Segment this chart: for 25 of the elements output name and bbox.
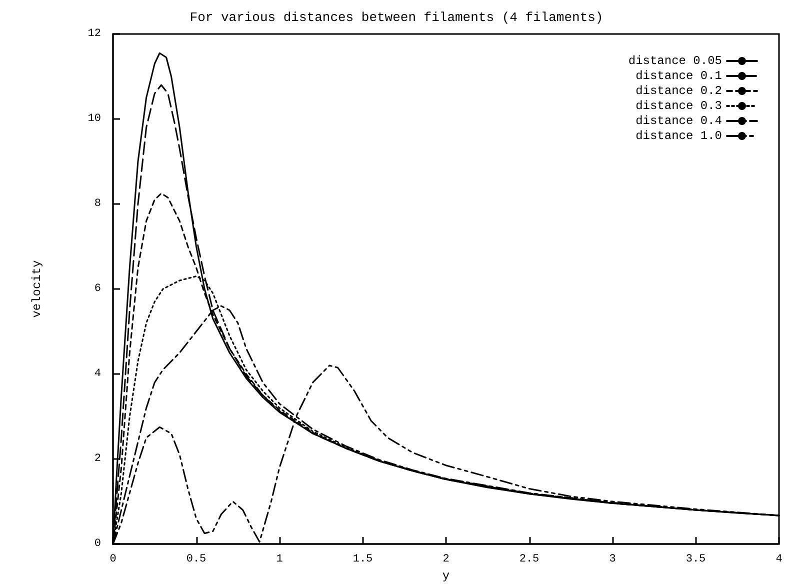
x-tick-label: 2.5 xyxy=(519,554,540,566)
legend-label: distance 0.1 xyxy=(636,69,722,83)
x-tick-label: 3 xyxy=(609,554,616,566)
x-tick-label: 0.5 xyxy=(186,554,206,566)
y-tick-label: 10 xyxy=(88,113,101,125)
legend-label: distance 0.05 xyxy=(628,54,722,68)
legend-label: distance 0.3 xyxy=(636,99,722,113)
y-tick-label: 12 xyxy=(88,28,101,40)
y-axis-title: velocity xyxy=(30,260,44,318)
legend-label: distance 1.0 xyxy=(636,129,722,143)
x-tick-label: 0 xyxy=(110,554,116,566)
chart-title: For various distances between filaments (4 filaments) xyxy=(190,10,604,25)
legend-label: distance 0.2 xyxy=(636,84,722,98)
y-tick-label: 2 xyxy=(94,453,101,465)
x-axis-title: y xyxy=(442,568,450,583)
x-tick-label: 4 xyxy=(776,554,783,566)
x-tick-label: 3.5 xyxy=(686,554,706,566)
y-tick-label: 6 xyxy=(94,283,101,295)
y-tick-label: 8 xyxy=(94,198,101,210)
y-tick-label: 4 xyxy=(94,368,102,380)
x-tick-label: 2 xyxy=(442,554,450,566)
x-tick-label: 1.5 xyxy=(352,554,373,566)
y-tick-label: 0 xyxy=(94,538,101,550)
legend-label: distance 0.4 xyxy=(636,114,722,128)
x-tick-label: 1 xyxy=(276,554,284,566)
